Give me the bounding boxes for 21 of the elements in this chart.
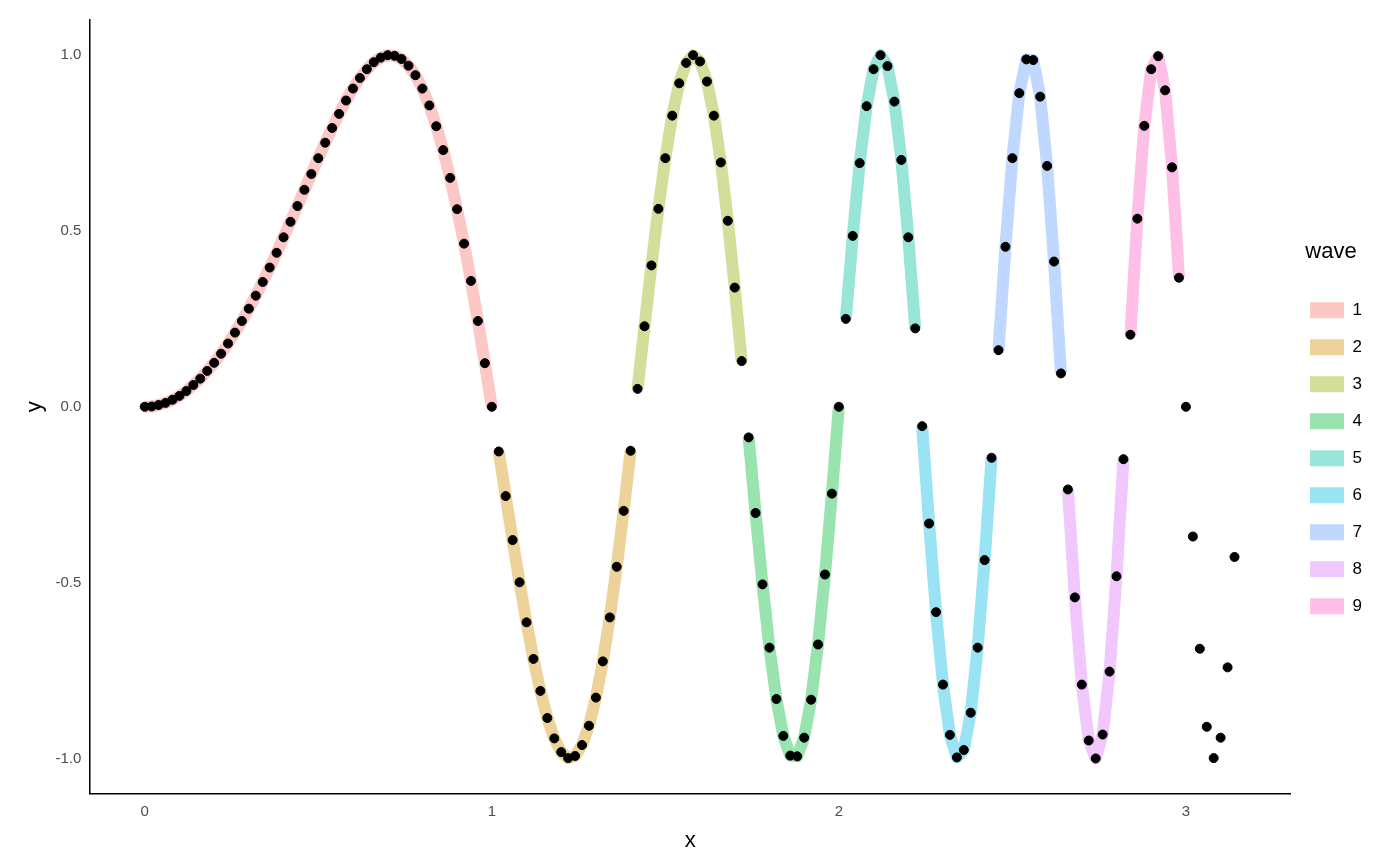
y-axis-title: y [21, 401, 47, 413]
legend-label: 7 [1352, 521, 1363, 541]
x-tick-label: 3 [1181, 801, 1191, 819]
legend-title: wave [1304, 238, 1357, 264]
y-tick-label: 0.0 [60, 396, 82, 414]
legend-label: 6 [1352, 484, 1363, 504]
legend-label: 8 [1352, 558, 1363, 578]
x-tick-label: 2 [834, 801, 844, 819]
y-tick-label: 1.0 [60, 45, 82, 63]
y-tick-label: -0.5 [55, 572, 82, 590]
legend-label: 5 [1352, 447, 1363, 467]
legend-label: 1 [1352, 299, 1363, 319]
legend-label: 3 [1352, 373, 1363, 393]
legend-label: 9 [1352, 595, 1363, 615]
x-tick-label: 0 [140, 801, 149, 819]
y-tick-label: -1.0 [55, 748, 82, 766]
x-tick-label: 1 [487, 801, 496, 819]
legend-label: 4 [1352, 410, 1363, 430]
x-axis-title: x [684, 826, 696, 852]
y-tick-label: 0.5 [60, 221, 82, 239]
legend-label: 2 [1352, 336, 1363, 356]
